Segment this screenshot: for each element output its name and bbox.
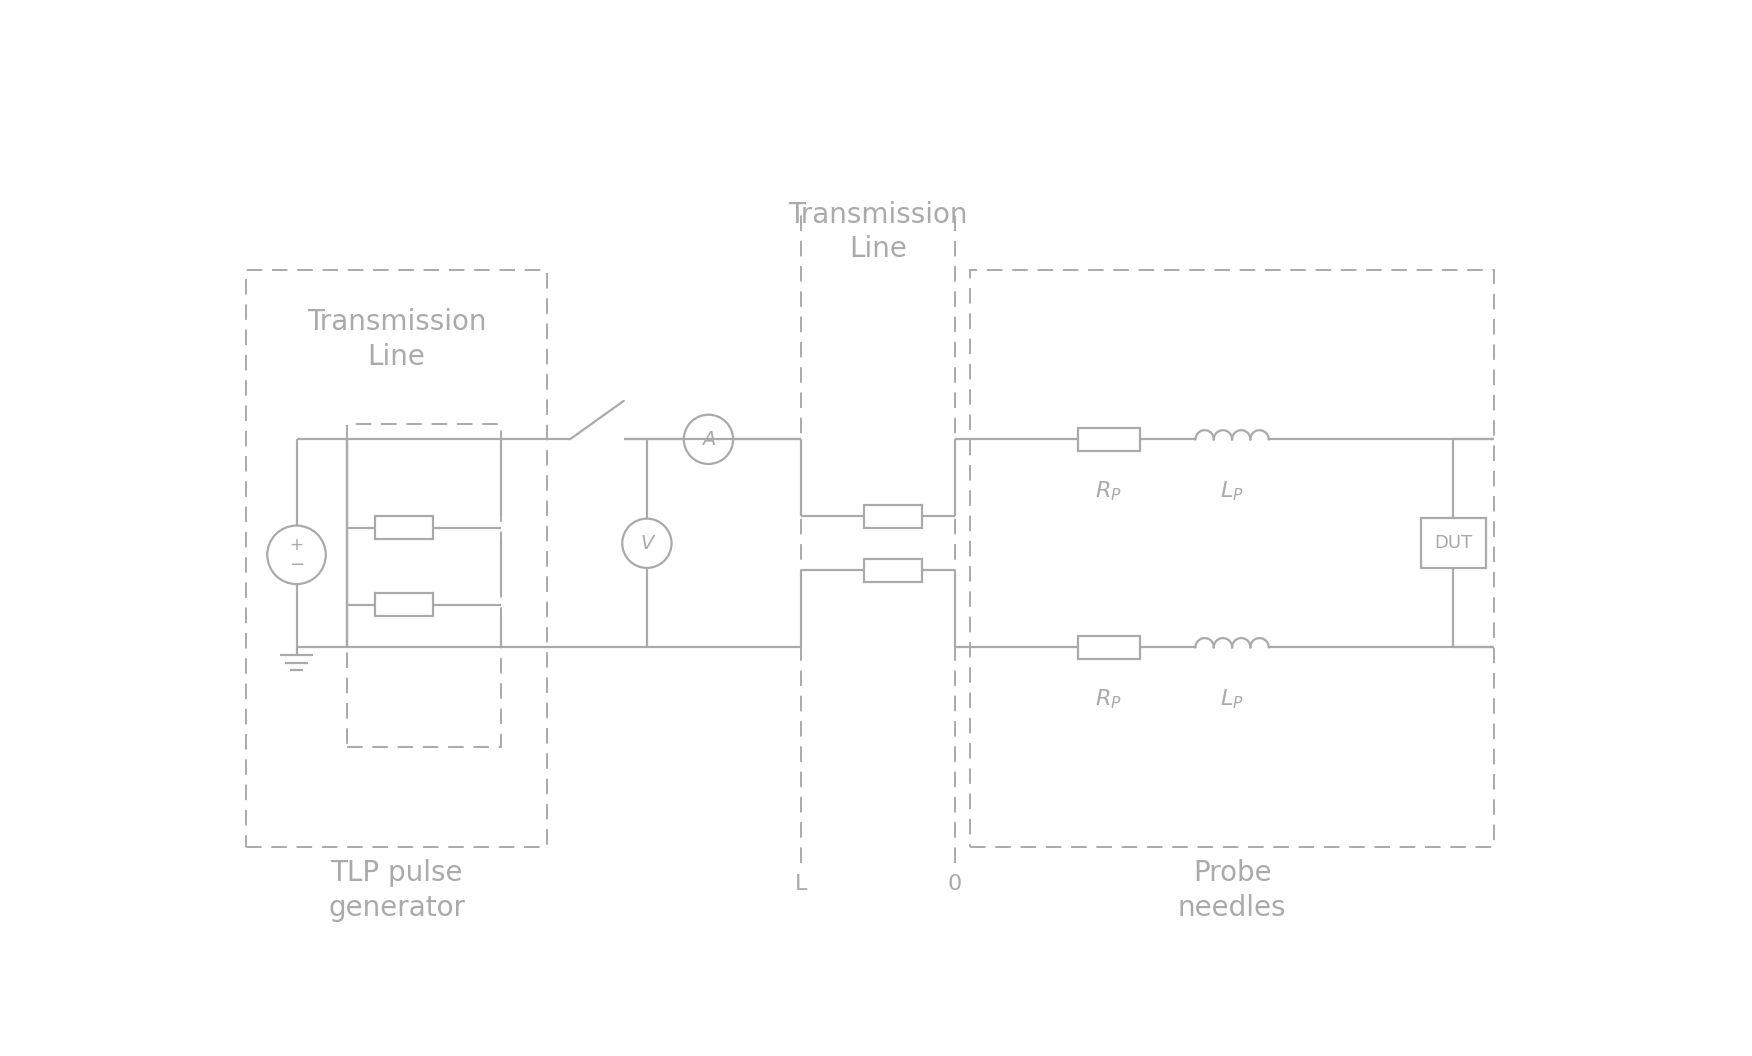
Bar — [864, 559, 922, 582]
Text: V: V — [639, 533, 653, 552]
Text: $R_P$: $R_P$ — [1095, 479, 1123, 503]
Text: $L_P$: $L_P$ — [1219, 687, 1244, 711]
Bar — [375, 593, 433, 617]
Text: TLP pulse
generator: TLP pulse generator — [328, 859, 464, 922]
Text: A: A — [703, 430, 715, 449]
Bar — [1077, 636, 1141, 659]
Text: +: + — [289, 535, 303, 553]
Bar — [1421, 518, 1486, 568]
Bar — [347, 423, 501, 748]
Text: $R_P$: $R_P$ — [1095, 687, 1123, 711]
Text: Transmission
Line: Transmission Line — [307, 308, 487, 371]
Bar — [247, 270, 547, 847]
Bar — [375, 516, 433, 540]
Text: DUT: DUT — [1435, 534, 1473, 552]
Bar — [864, 505, 922, 528]
Text: −: − — [289, 555, 305, 573]
Text: L: L — [795, 874, 808, 894]
Text: $L_P$: $L_P$ — [1219, 479, 1244, 503]
Bar — [971, 270, 1494, 847]
Bar — [1077, 428, 1141, 451]
Text: Probe
needles: Probe needles — [1177, 859, 1286, 922]
Text: Transmission
Line: Transmission Line — [788, 201, 967, 263]
Text: 0: 0 — [948, 874, 962, 894]
